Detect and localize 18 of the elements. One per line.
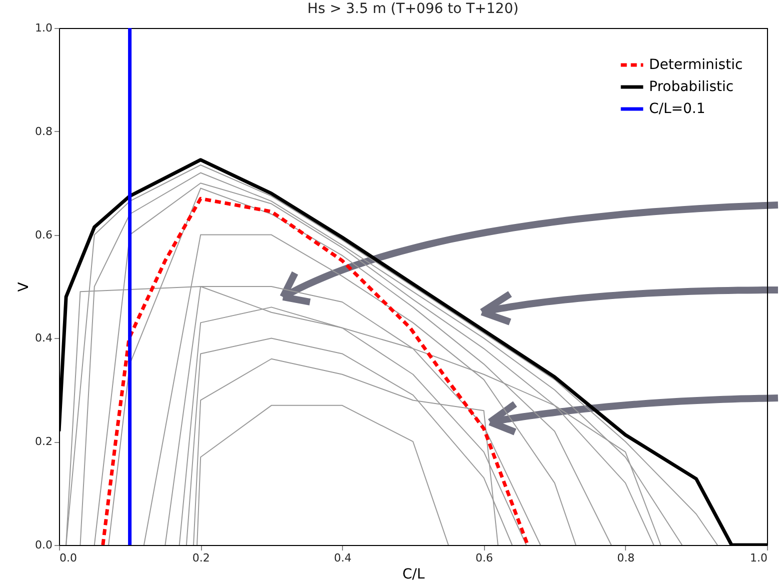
y-tick-label: 1.0	[35, 22, 52, 34]
legend-label: Deterministic	[649, 57, 743, 73]
x-tick-label: 0.4	[334, 552, 352, 564]
y-tick-label: 0.0	[35, 538, 52, 552]
x-tick-label: 0.0	[60, 552, 77, 564]
legend-label: Probabilistic	[649, 79, 734, 95]
x-axis-title: C/L	[402, 566, 425, 582]
x-tick-label: 0.8	[617, 552, 635, 564]
y-tick-label: 0.2	[35, 435, 52, 448]
x-tick-label: 1.0	[750, 552, 768, 564]
legend-label: C/L=0.1	[649, 101, 706, 117]
y-tick-label: 0.6	[35, 228, 52, 242]
y-axis-title: V	[16, 282, 32, 292]
x-tick-label: 0.2	[192, 552, 210, 564]
chart-title: Hs > 3.5 m (T+096 to T+120)	[307, 1, 519, 17]
y-tick-label: 0.8	[35, 124, 52, 138]
x-tick-label: 0.6	[476, 552, 494, 564]
y-tick-label: 0.4	[35, 332, 52, 345]
